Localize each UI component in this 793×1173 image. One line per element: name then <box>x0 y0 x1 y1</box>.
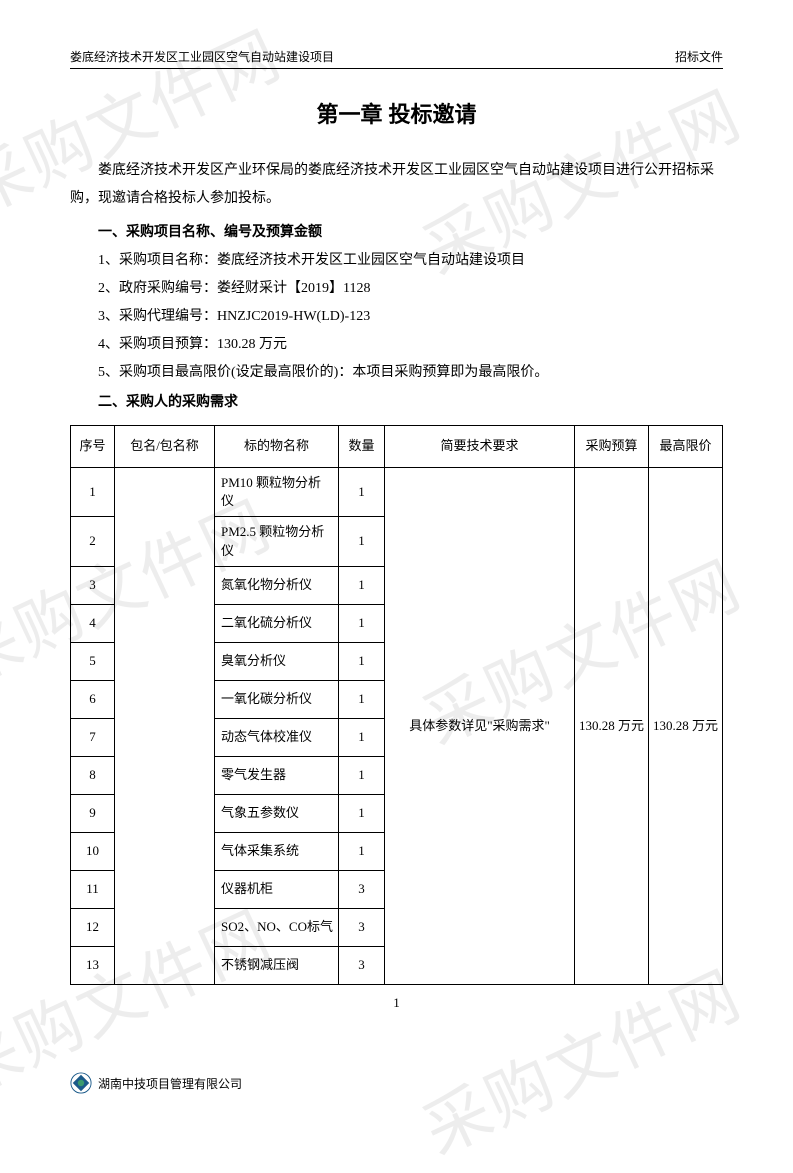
cell-maxprice: 130.28 万元 <box>649 468 723 985</box>
section1-title: 一、采购项目名称、编号及预算金额 <box>70 219 723 247</box>
table-header-row: 序号 包名/包名称 标的物名称 数量 简要技术要求 采购预算 最高限价 <box>71 426 723 468</box>
th-item: 标的物名称 <box>215 426 339 468</box>
table-row: 1PM10 颗粒物分析仪1具体参数详见"采购需求"130.28 万元130.28… <box>71 468 723 517</box>
cell-item-name: SO2、NO、CO标气 <box>215 908 339 946</box>
th-budget: 采购预算 <box>575 426 649 468</box>
footer-company: 湖南中技项目管理有限公司 <box>98 1075 242 1092</box>
th-qty: 数量 <box>339 426 385 468</box>
cell-qty: 1 <box>339 566 385 604</box>
cell-seq: 13 <box>71 946 115 984</box>
th-limit: 最高限价 <box>649 426 723 468</box>
cell-item-name: 仪器机柜 <box>215 870 339 908</box>
header-right-text: 招标文件 <box>675 48 723 65</box>
cell-qty: 1 <box>339 832 385 870</box>
cell-item-name: 零气发生器 <box>215 756 339 794</box>
th-pkg: 包名/包名称 <box>115 426 215 468</box>
cell-qty: 1 <box>339 794 385 832</box>
intro-paragraph: 娄底经济技术开发区产业环保局的娄底经济技术开发区工业园区空气自动站建设项目进行公… <box>70 157 723 213</box>
cell-qty: 3 <box>339 946 385 984</box>
cell-seq: 3 <box>71 566 115 604</box>
cell-qty: 1 <box>339 718 385 756</box>
cell-item-name: 气体采集系统 <box>215 832 339 870</box>
cell-qty: 1 <box>339 642 385 680</box>
cell-qty: 1 <box>339 680 385 718</box>
list-item: 1、采购项目名称：娄底经济技术开发区工业园区空气自动站建设项目 <box>70 247 723 275</box>
header-left-text: 娄底经济技术开发区工业园区空气自动站建设项目 <box>70 50 334 64</box>
cell-qty: 3 <box>339 870 385 908</box>
cell-seq: 2 <box>71 517 115 566</box>
cell-item-name: PM10 颗粒物分析仪 <box>215 468 339 517</box>
list-item: 2、政府采购编号：娄经财采计【2019】1128 <box>70 275 723 303</box>
cell-budget: 130.28 万元 <box>575 468 649 985</box>
th-tech: 简要技术要求 <box>385 426 575 468</box>
cell-qty: 1 <box>339 468 385 517</box>
section2-title: 二、采购人的采购需求 <box>70 389 723 417</box>
cell-item-name: 气象五参数仪 <box>215 794 339 832</box>
cell-seq: 6 <box>71 680 115 718</box>
list-item: 3、采购代理编号：HNZJC2019-HW(LD)-123 <box>70 303 723 331</box>
cell-item-name: 二氧化硫分析仪 <box>215 604 339 642</box>
cell-package <box>115 468 215 985</box>
cell-item-name: 一氧化碳分析仪 <box>215 680 339 718</box>
cell-seq: 4 <box>71 604 115 642</box>
cell-item-name: 氮氧化物分析仪 <box>215 566 339 604</box>
cell-seq: 5 <box>71 642 115 680</box>
cell-seq: 10 <box>71 832 115 870</box>
cell-qty: 3 <box>339 908 385 946</box>
footer: 湖南中技项目管理有限公司 <box>70 1072 242 1094</box>
page-header: 娄底经济技术开发区工业园区空气自动站建设项目 招标文件 <box>70 48 723 69</box>
cell-tech: 具体参数详见"采购需求" <box>385 468 575 985</box>
th-seq: 序号 <box>71 426 115 468</box>
list-item: 4、采购项目预算：130.28 万元 <box>70 331 723 359</box>
cell-item-name: PM2.5 颗粒物分析仪 <box>215 517 339 566</box>
cell-seq: 1 <box>71 468 115 517</box>
cell-qty: 1 <box>339 517 385 566</box>
cell-seq: 12 <box>71 908 115 946</box>
page-number: 1 <box>70 995 723 1011</box>
cell-qty: 1 <box>339 604 385 642</box>
cell-item-name: 不锈钢减压阀 <box>215 946 339 984</box>
cell-seq: 9 <box>71 794 115 832</box>
chapter-title: 第一章 投标邀请 <box>70 97 723 129</box>
cell-seq: 8 <box>71 756 115 794</box>
list-item: 5、采购项目最高限价(设定最高限价的)：本项目采购预算即为最高限价。 <box>70 359 723 387</box>
cell-seq: 7 <box>71 718 115 756</box>
cell-seq: 11 <box>71 870 115 908</box>
cell-item-name: 动态气体校准仪 <box>215 718 339 756</box>
cell-qty: 1 <box>339 756 385 794</box>
company-logo-icon <box>70 1072 92 1094</box>
procurement-table: 序号 包名/包名称 标的物名称 数量 简要技术要求 采购预算 最高限价 1PM1… <box>70 425 723 985</box>
cell-item-name: 臭氧分析仪 <box>215 642 339 680</box>
